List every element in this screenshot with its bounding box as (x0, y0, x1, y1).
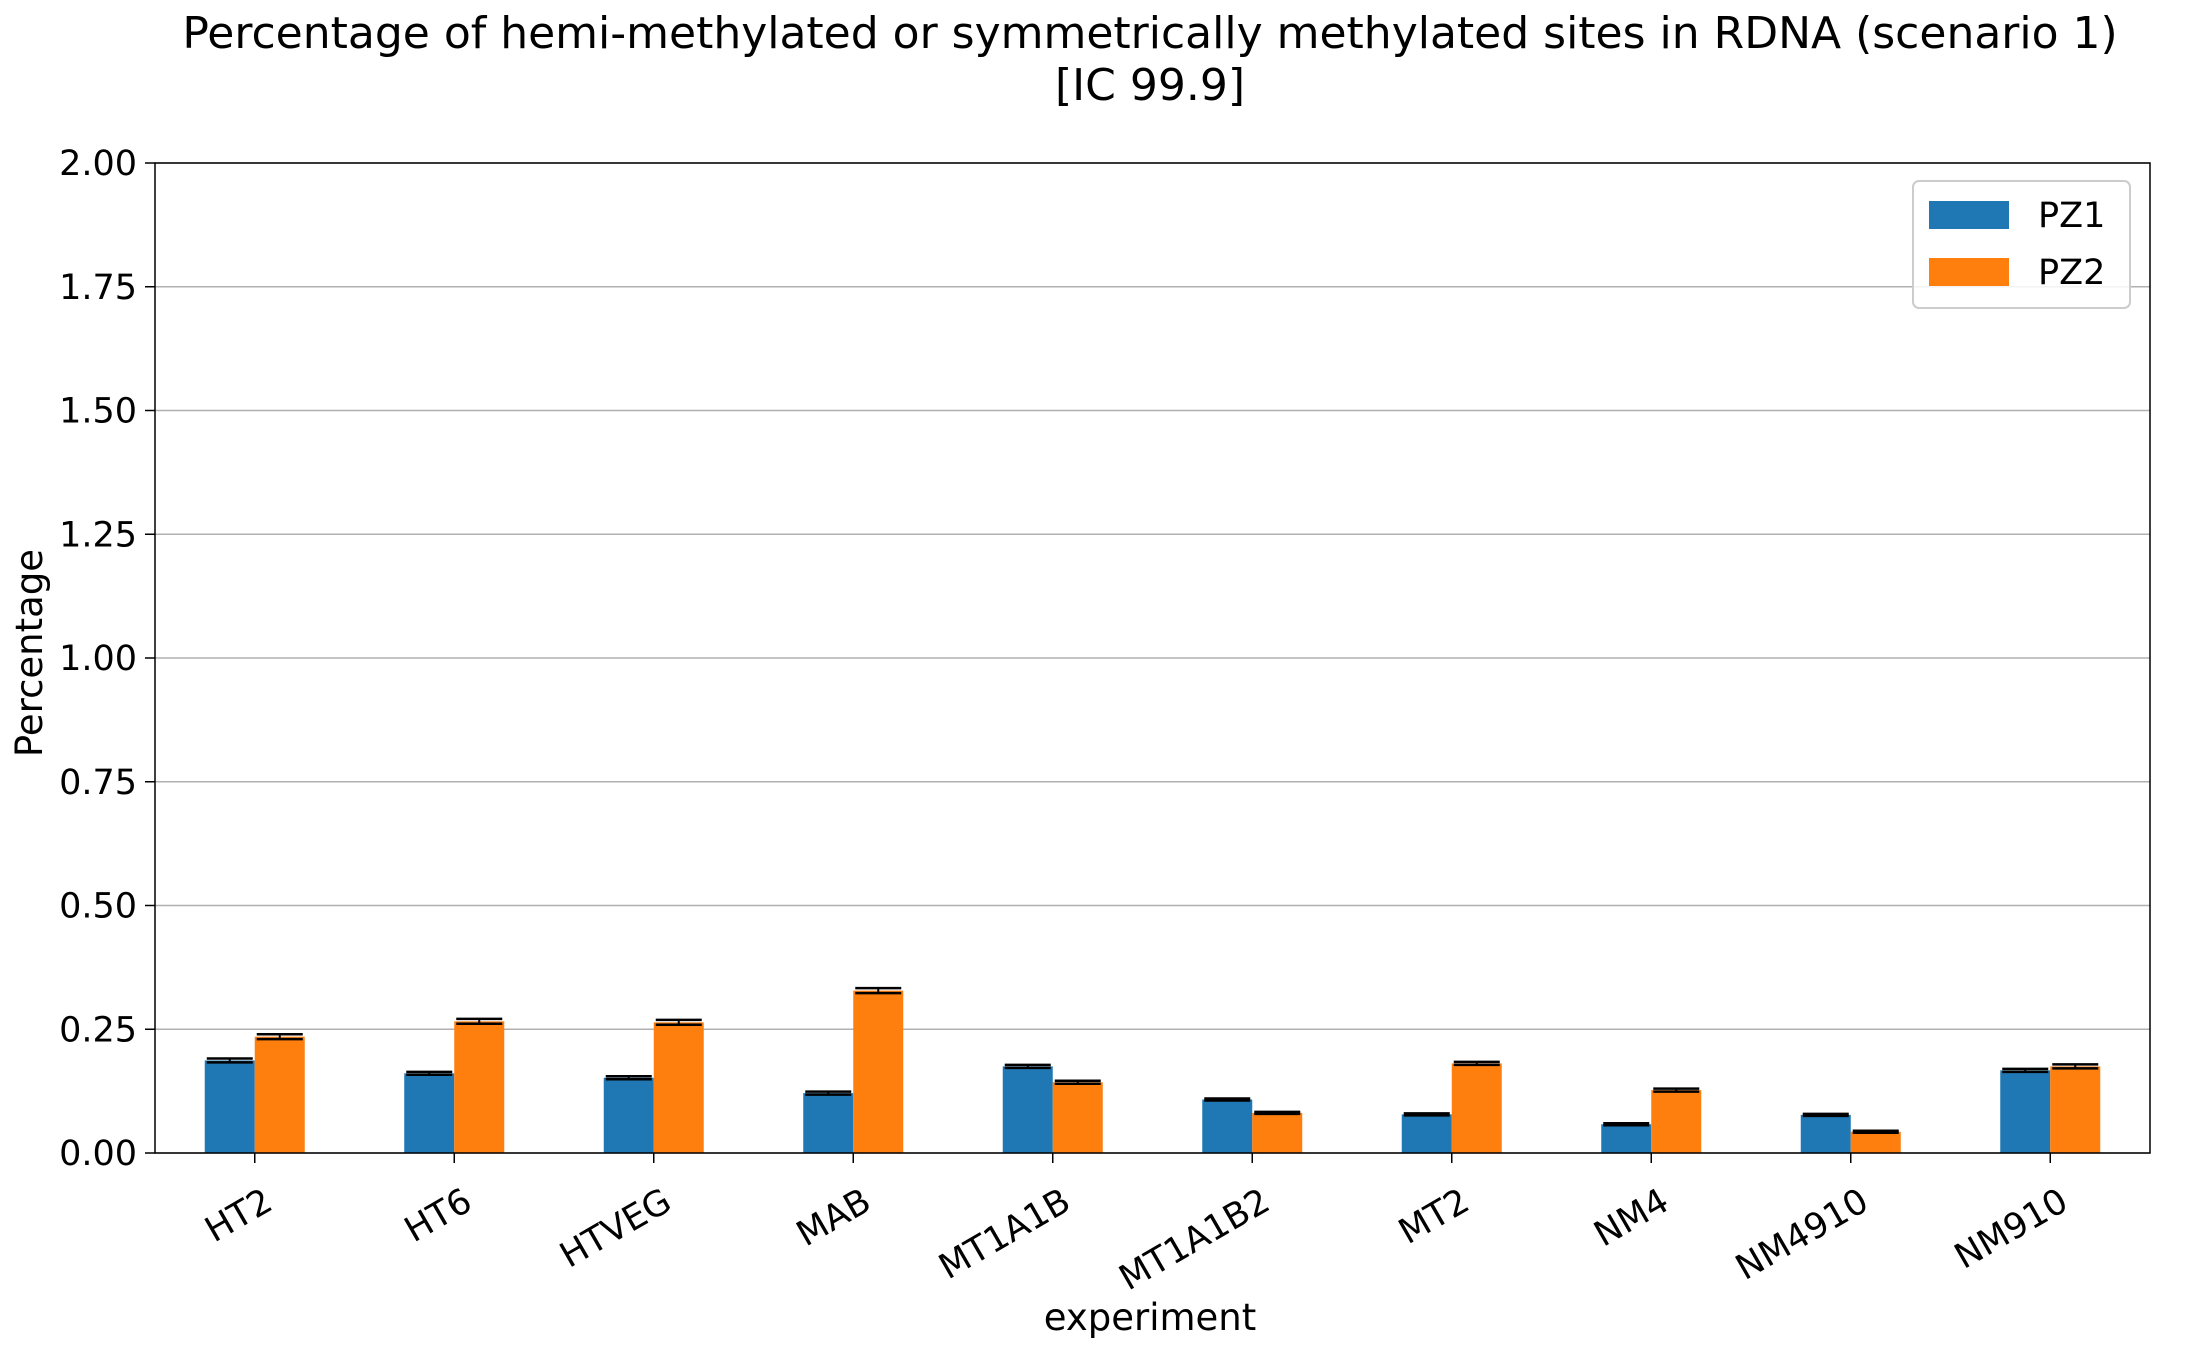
bar-pz2 (454, 1021, 505, 1153)
bar-pz1 (1601, 1124, 1652, 1153)
x-tick-label: MT1A1B (932, 1181, 1077, 1288)
y-tick-label: 0.50 (59, 887, 137, 927)
chart-subtitle: [IC 99.9] (1055, 60, 1245, 111)
bar-pz2 (853, 990, 904, 1153)
axes (145, 162, 2151, 1163)
bar-pz1 (404, 1073, 455, 1153)
y-tick-label: 0.75 (59, 763, 137, 803)
x-tick-label: MT2 (1392, 1181, 1476, 1253)
bar-pz2 (1252, 1112, 1303, 1153)
y-tick-label: 1.50 (59, 392, 137, 432)
bar-pz2 (1850, 1131, 1901, 1153)
legend-label-pz1: PZ1 (2038, 196, 2105, 236)
bar-pz1 (1800, 1114, 1851, 1153)
y-axis-label: Percentage (8, 549, 51, 757)
x-tick-label: NM4910 (1729, 1181, 1875, 1288)
bar-pz1 (803, 1093, 854, 1153)
y-tick-label: 0.25 (59, 1010, 137, 1050)
bar-pz1 (1202, 1099, 1253, 1153)
y-tick-label: 0.00 (59, 1134, 137, 1174)
x-tick-label: HTVEG (554, 1181, 679, 1276)
grid-lines (155, 162, 2150, 1154)
chart-title: Percentage of hemi-methylated or symmetr… (182, 8, 2117, 59)
legend-swatch-pz1 (1929, 201, 2009, 229)
bar-pz1 (204, 1060, 255, 1153)
x-tick-label: NM910 (1948, 1181, 2075, 1277)
x-axis-label: experiment (1044, 1296, 1257, 1339)
y-tick-label: 2.00 (59, 144, 137, 184)
bar-pz1 (1002, 1066, 1053, 1153)
x-tick-label: NM4 (1588, 1181, 1676, 1255)
y-tick-label: 1.00 (59, 639, 137, 679)
y-tick-label: 1.25 (59, 515, 137, 555)
bars (204, 986, 2101, 1153)
bar-pz2 (1451, 1063, 1502, 1153)
bar-pz1 (1401, 1114, 1452, 1153)
x-tick-label: MAB (790, 1181, 878, 1255)
legend-swatch-pz2 (1929, 258, 2009, 286)
bar-pz2 (1651, 1090, 1702, 1153)
bar-pz2 (653, 1022, 704, 1153)
bar-pz1 (2000, 1070, 2051, 1153)
x-tick-label: MT1A1B2 (1113, 1181, 1277, 1299)
bar-pz2 (2050, 1066, 2101, 1153)
x-tick-label: HT6 (398, 1181, 479, 1251)
plot-frame (154, 162, 2151, 1154)
bar-pz2 (254, 1036, 305, 1153)
bar-pz2 (1052, 1082, 1103, 1153)
x-tick-label: HT2 (199, 1181, 280, 1251)
bar-pz1 (603, 1077, 654, 1153)
legend-label-pz2: PZ2 (2038, 253, 2105, 293)
y-tick-label: 1.75 (59, 268, 137, 308)
